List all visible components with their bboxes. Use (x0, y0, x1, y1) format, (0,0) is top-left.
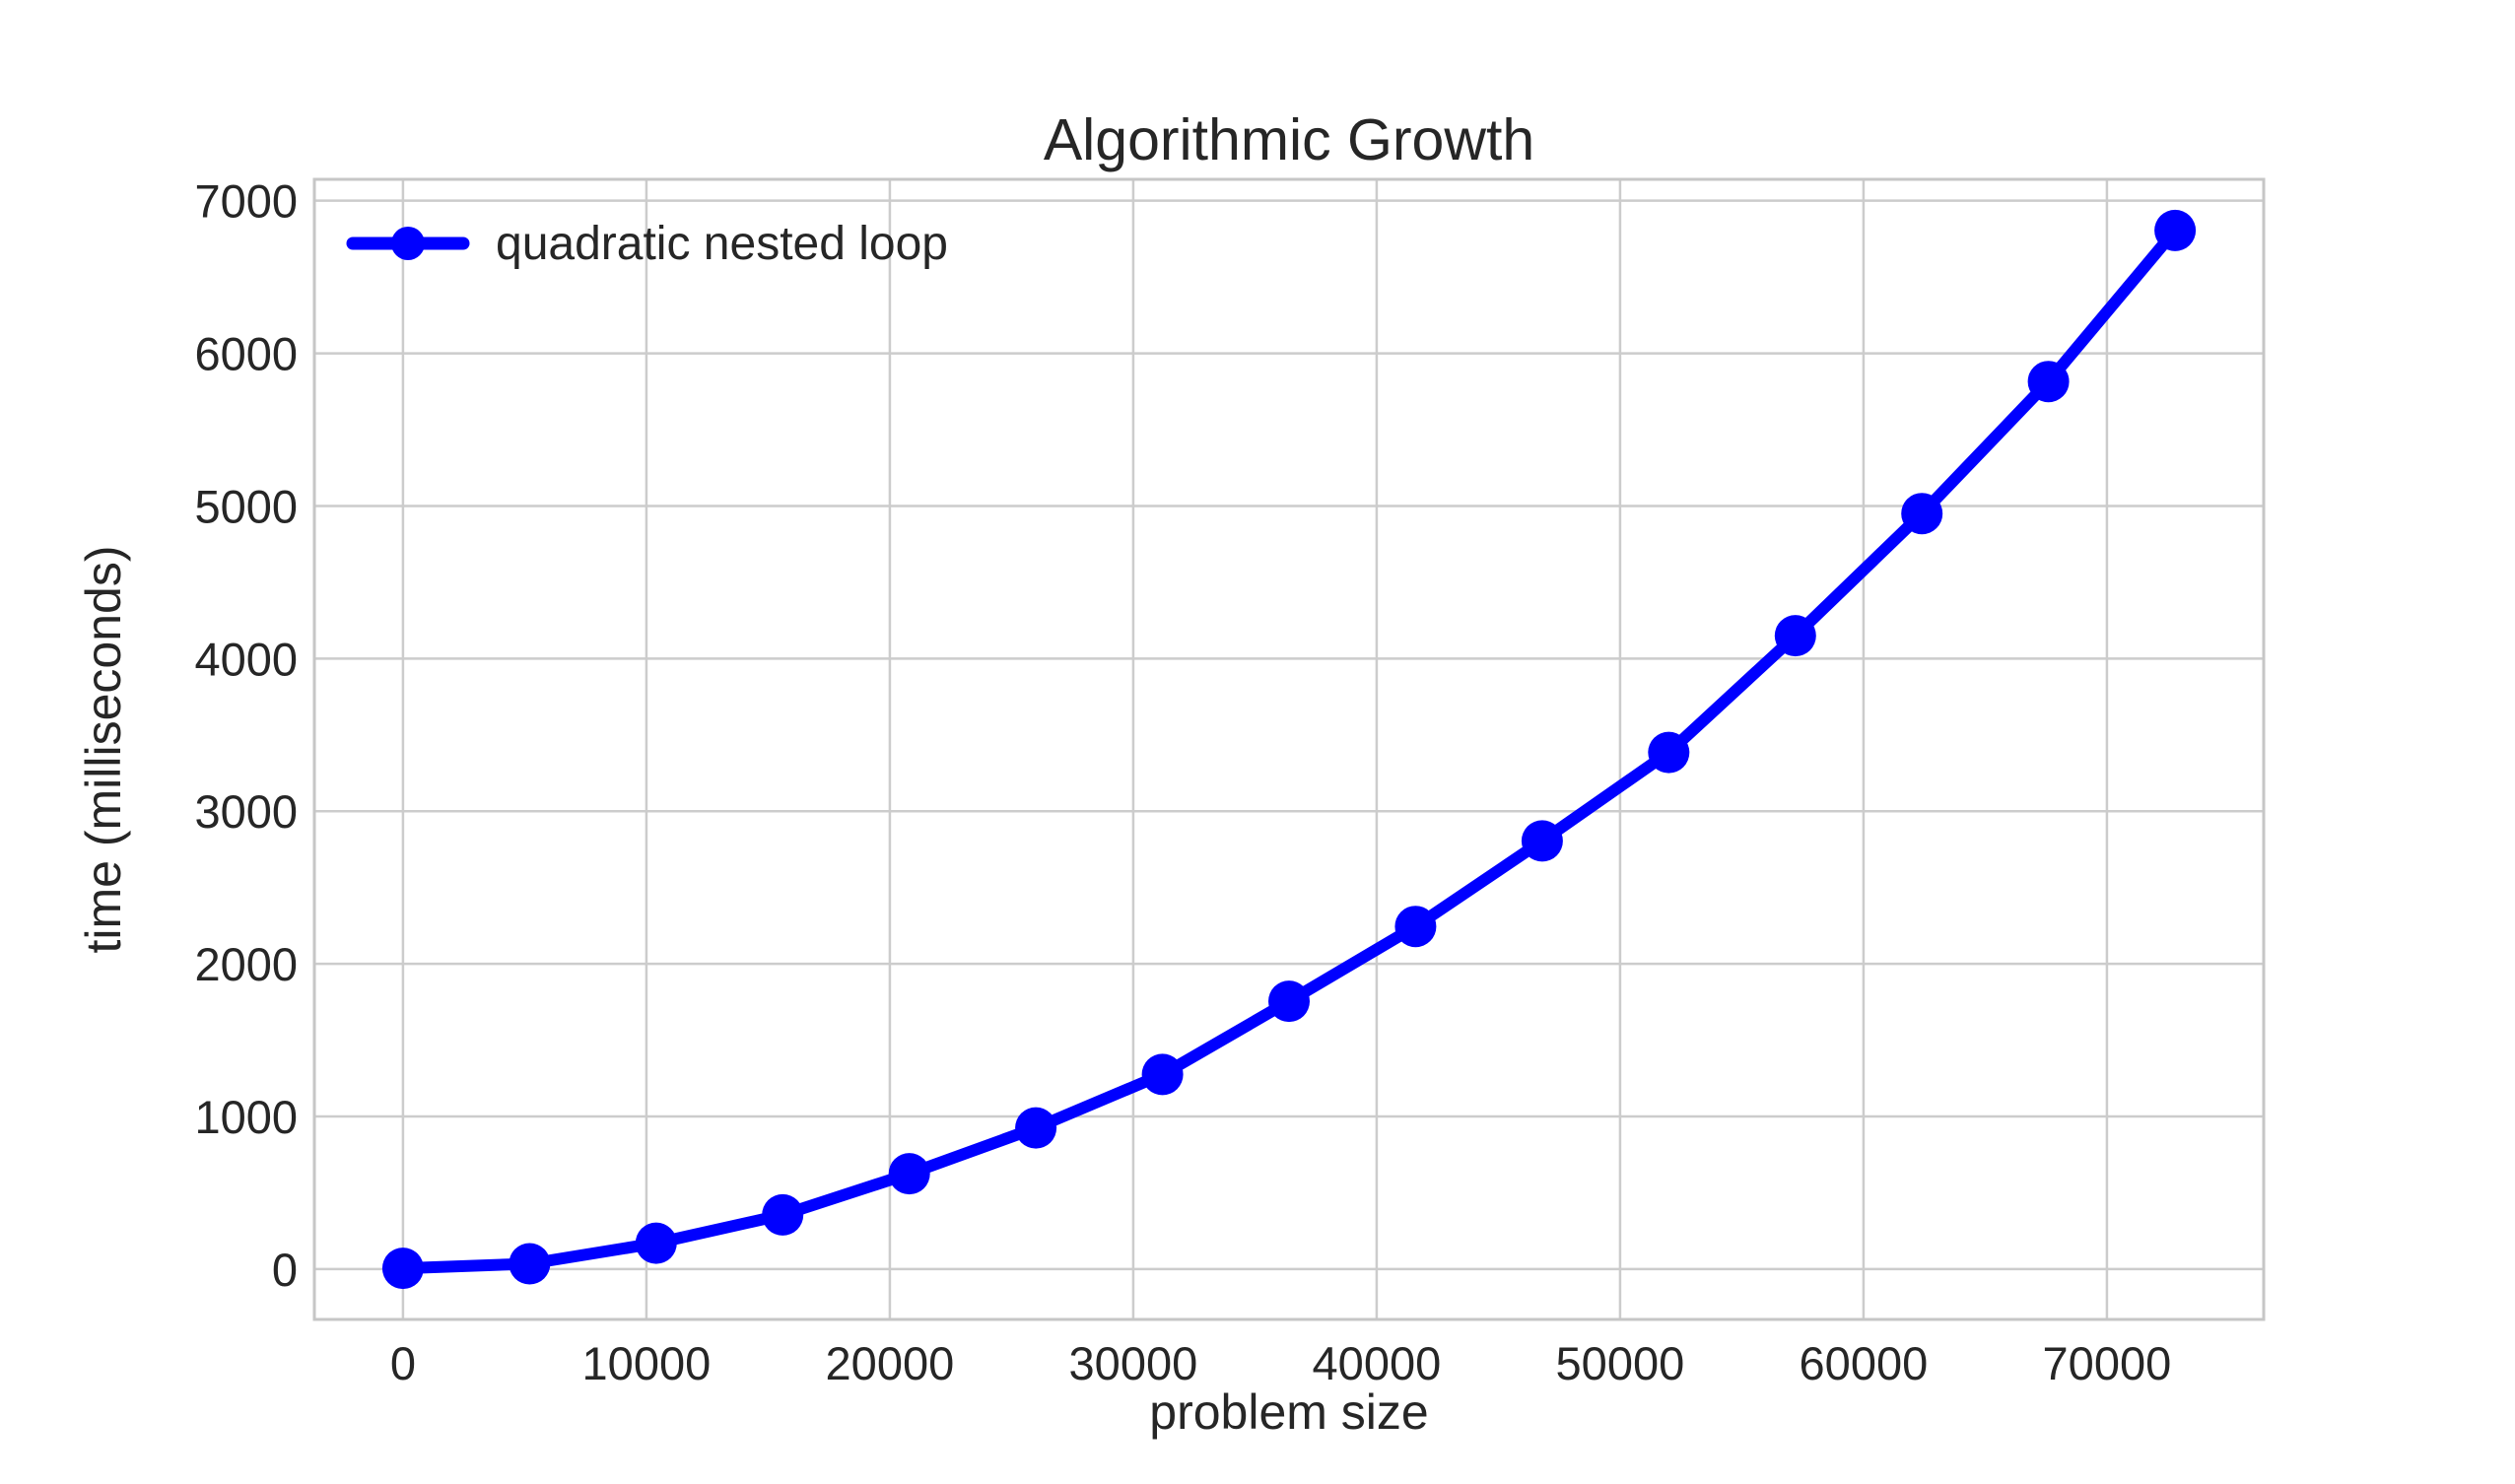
x-tick-labels: 0 10000 20000 30000 40000 50000 60000 70000 (390, 1337, 2171, 1389)
legend: quadratic nested loop (346, 218, 948, 270)
svg-text:6000: 6000 (194, 328, 298, 380)
svg-text:60000: 60000 (1800, 1337, 1929, 1389)
svg-text:40000: 40000 (1313, 1337, 1442, 1389)
svg-text:0: 0 (390, 1337, 416, 1389)
y-tick-labels: 0 1000 2000 3000 4000 5000 6000 7000 (194, 175, 298, 1296)
grid-lines (314, 179, 2264, 1319)
svg-text:0: 0 (272, 1244, 298, 1296)
x-axis-label: problem size (1149, 1384, 1428, 1440)
svg-text:3000: 3000 (194, 785, 298, 838)
svg-text:1000: 1000 (194, 1091, 298, 1143)
svg-text:2000: 2000 (194, 938, 298, 990)
svg-text:20000: 20000 (826, 1337, 955, 1389)
chart-title: Algorithmic Growth (1044, 107, 1534, 172)
legend-label: quadratic nested loop (496, 218, 948, 270)
legend-marker-icon (391, 227, 425, 260)
svg-text:30000: 30000 (1069, 1337, 1198, 1389)
plot-frame (312, 177, 2266, 1321)
svg-text:5000: 5000 (194, 481, 298, 533)
svg-text:7000: 7000 (194, 175, 298, 228)
svg-text:70000: 70000 (2043, 1337, 2172, 1389)
svg-text:10000: 10000 (582, 1337, 712, 1389)
svg-text:4000: 4000 (194, 633, 298, 685)
y-axis-label: time (milliseconds) (76, 546, 131, 954)
data-series (381, 209, 2197, 1290)
svg-text:50000: 50000 (1556, 1337, 1685, 1389)
